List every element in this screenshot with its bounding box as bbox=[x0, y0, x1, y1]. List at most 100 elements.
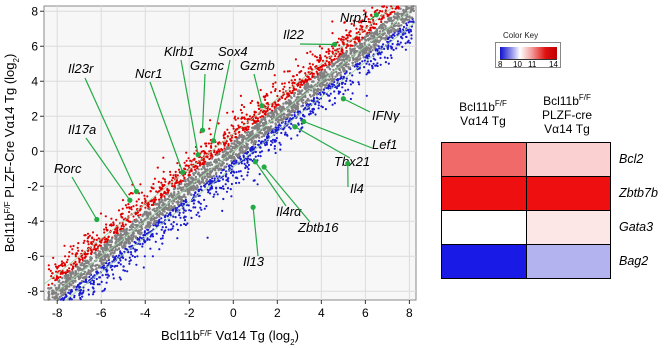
data-point bbox=[158, 186, 161, 189]
data-point bbox=[170, 179, 173, 182]
data-point bbox=[379, 63, 382, 66]
data-point bbox=[354, 58, 357, 61]
data-point bbox=[217, 122, 220, 125]
heatmap-cell bbox=[526, 244, 611, 279]
data-point bbox=[289, 127, 292, 130]
data-point bbox=[61, 291, 64, 294]
data-point bbox=[147, 221, 151, 224]
heatmap-grid bbox=[441, 142, 611, 279]
data-point bbox=[60, 260, 64, 263]
data-point bbox=[177, 184, 180, 187]
data-point bbox=[94, 268, 98, 271]
data-point bbox=[206, 188, 209, 191]
data-point bbox=[410, 37, 413, 40]
data-point bbox=[118, 254, 121, 257]
data-point bbox=[55, 270, 58, 273]
data-point bbox=[209, 192, 212, 195]
data-point bbox=[243, 135, 246, 138]
data-point bbox=[80, 280, 84, 283]
data-point bbox=[310, 99, 313, 102]
data-point bbox=[230, 195, 233, 198]
data-point bbox=[169, 228, 173, 231]
data-point bbox=[405, 5, 409, 9]
data-point bbox=[180, 204, 183, 207]
data-point bbox=[332, 68, 335, 72]
data-point bbox=[174, 216, 177, 219]
data-point bbox=[124, 231, 127, 234]
data-point bbox=[93, 274, 96, 277]
data-point bbox=[151, 208, 154, 211]
data-point bbox=[314, 113, 317, 116]
data-point bbox=[69, 292, 72, 295]
data-point bbox=[271, 85, 275, 88]
data-point bbox=[130, 253, 133, 256]
data-point bbox=[383, 47, 386, 51]
data-point bbox=[350, 22, 353, 25]
data-point bbox=[207, 180, 210, 183]
data-point bbox=[159, 237, 163, 240]
data-point bbox=[223, 137, 226, 140]
data-point bbox=[102, 255, 106, 258]
data-point bbox=[288, 70, 291, 73]
data-point bbox=[257, 119, 260, 123]
data-point bbox=[62, 297, 65, 300]
data-point bbox=[275, 137, 278, 140]
data-point bbox=[121, 230, 125, 233]
y-tick-label: 8 bbox=[31, 4, 38, 18]
data-point bbox=[50, 275, 53, 278]
data-point bbox=[391, 42, 394, 46]
data-point bbox=[274, 81, 277, 84]
data-point bbox=[88, 273, 92, 276]
data-point bbox=[372, 22, 376, 25]
data-point bbox=[262, 134, 266, 138]
x-axis-label-sup: F/F bbox=[200, 329, 212, 338]
data-point bbox=[101, 274, 104, 277]
data-point bbox=[154, 224, 157, 227]
data-point bbox=[339, 71, 343, 74]
data-point bbox=[203, 176, 206, 180]
data-point bbox=[160, 181, 163, 184]
data-point bbox=[342, 38, 345, 41]
color-key: Color Key 8 10 11 14 bbox=[495, 30, 563, 82]
data-point bbox=[356, 58, 359, 62]
data-point bbox=[122, 265, 125, 268]
data-point bbox=[200, 168, 203, 171]
data-point bbox=[225, 173, 228, 176]
annotation-label: Il4rα bbox=[276, 204, 302, 219]
data-point bbox=[241, 140, 244, 143]
data-point bbox=[213, 193, 216, 196]
data-point bbox=[320, 75, 323, 79]
y-axis-label-sup: F/F bbox=[3, 201, 12, 213]
data-point bbox=[105, 259, 108, 263]
data-point bbox=[237, 155, 240, 158]
data-point bbox=[237, 124, 240, 127]
data-point bbox=[194, 191, 197, 194]
data-point bbox=[380, 45, 384, 49]
data-point bbox=[87, 288, 90, 291]
data-point bbox=[337, 90, 340, 93]
heatmap-column-1: Bcl11bF/F Vα14 Tg bbox=[459, 99, 507, 129]
annotation-point bbox=[94, 216, 100, 223]
data-point bbox=[385, 6, 388, 9]
data-point bbox=[406, 15, 409, 18]
data-point bbox=[119, 228, 122, 231]
data-point bbox=[68, 267, 71, 270]
data-point bbox=[162, 201, 165, 204]
data-point bbox=[207, 183, 211, 186]
data-point bbox=[293, 87, 296, 90]
data-point bbox=[176, 162, 179, 165]
data-point bbox=[226, 146, 229, 149]
data-point bbox=[401, 20, 404, 24]
data-point bbox=[253, 125, 257, 128]
data-point bbox=[182, 174, 185, 177]
data-point bbox=[330, 59, 333, 62]
data-point bbox=[358, 21, 361, 24]
data-point bbox=[394, 13, 397, 16]
data-point bbox=[185, 164, 188, 167]
data-point bbox=[135, 220, 138, 223]
data-point bbox=[160, 198, 163, 201]
annotation-label: Ncr1 bbox=[135, 66, 162, 81]
data-point bbox=[296, 95, 299, 99]
data-point bbox=[370, 46, 373, 49]
